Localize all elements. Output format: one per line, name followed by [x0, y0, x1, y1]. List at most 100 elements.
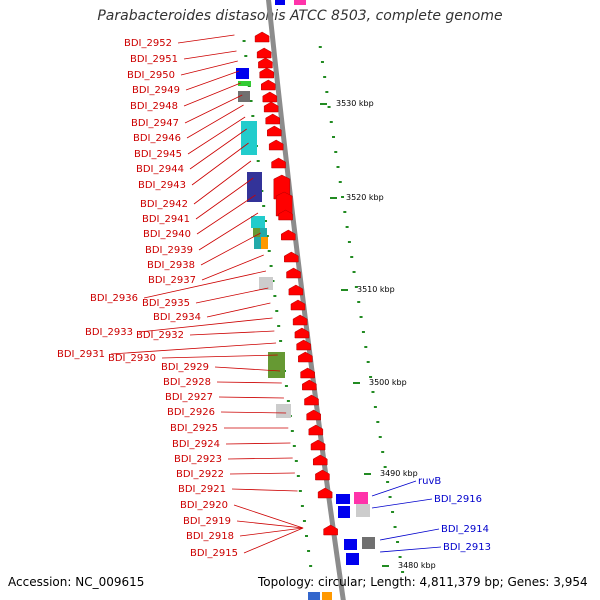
gene-label[interactable]: BDI_2930 — [108, 353, 156, 364]
leader-line — [185, 70, 240, 91]
gene-arrow — [292, 314, 308, 326]
gene-arrow — [296, 339, 311, 351]
dna-tick — [369, 376, 373, 378]
dna-tick — [393, 526, 397, 528]
gene-label[interactable]: BDI_2916 — [434, 494, 482, 505]
gene-label[interactable]: BDI_2951 — [130, 54, 178, 65]
gene-label[interactable]: BDI_2923 — [174, 454, 222, 465]
dna-tick — [269, 265, 273, 267]
label-leaders — [110, 34, 442, 554]
gene-arrow — [310, 439, 326, 451]
gene-label[interactable]: BDI_2942 — [140, 199, 188, 210]
gene-label[interactable]: ruvB — [418, 476, 441, 487]
gene-label[interactable]: BDI_2920 — [180, 500, 228, 511]
leader-line — [193, 160, 252, 205]
gene-label[interactable]: BDI_2927 — [165, 392, 213, 403]
gene-label[interactable]: BDI_2932 — [136, 330, 184, 341]
ruler-label: 3490 kbp — [380, 469, 418, 478]
gene-label[interactable]: BDI_2941 — [142, 214, 190, 225]
topology-text: Topology: circular; Length: 4,811,379 bp… — [258, 575, 588, 589]
leader-line — [214, 366, 281, 372]
gene-label[interactable]: BDI_2929 — [161, 362, 209, 373]
dna-tick — [277, 325, 281, 327]
gene-label[interactable]: BDI_2950 — [127, 70, 175, 81]
gene-label[interactable]: BDI_2919 — [183, 516, 231, 527]
leader-line — [239, 527, 304, 537]
gene-arrow — [262, 91, 278, 103]
leader-line — [161, 354, 278, 359]
ruler-label: 3480 kbp — [398, 561, 436, 570]
genome-title: Parabacteroides distasonis ATCC 8503, co… — [97, 8, 503, 24]
leader-line — [138, 317, 273, 333]
dna-tick — [249, 100, 253, 102]
dna-tick — [296, 475, 300, 477]
gene-label[interactable]: BDI_2933 — [85, 327, 133, 338]
gene-label[interactable]: BDI_2952 — [124, 38, 172, 49]
gene-label[interactable]: BDI_2946 — [133, 133, 181, 144]
gene-label[interactable]: BDI_2913 — [443, 542, 491, 553]
leader-line — [196, 194, 256, 235]
dna-tick — [347, 241, 351, 243]
gene-arrow — [312, 454, 328, 466]
leader-line — [227, 457, 293, 460]
cog-box — [261, 237, 268, 249]
gene-label[interactable]: BDI_2934 — [153, 312, 201, 323]
gene-label[interactable]: BDI_2924 — [172, 439, 220, 450]
gene-label[interactable]: BDI_2937 — [148, 275, 196, 286]
gene-label[interactable]: BDI_2925 — [170, 423, 218, 434]
dna-tick — [371, 391, 375, 393]
leader-line — [243, 527, 304, 554]
gene-label[interactable]: BDI_2935 — [142, 298, 190, 309]
gene-label[interactable]: BDI_2931 — [57, 349, 105, 360]
dna-tick — [275, 310, 279, 312]
gene-label[interactable]: BDI_2918 — [186, 531, 234, 542]
gene-label[interactable]: BDI_2947 — [131, 118, 179, 129]
cog-box — [276, 404, 291, 418]
gene-arrow — [300, 367, 315, 379]
cog-box — [236, 68, 249, 79]
gene-label[interactable]: BDI_2921 — [178, 484, 226, 495]
dna-tick — [341, 196, 345, 198]
gene-label[interactable]: BDI_2945 — [134, 149, 182, 160]
gene-label[interactable]: BDI_2944 — [136, 164, 184, 175]
gene-label[interactable]: BDI_2922 — [176, 469, 224, 480]
cog-box — [322, 592, 332, 600]
cog-box — [238, 91, 250, 102]
gene-label[interactable]: BDI_2938 — [147, 260, 195, 271]
cog-box — [344, 539, 357, 550]
leader-line — [186, 104, 244, 139]
gene-arrow — [261, 79, 276, 91]
gene-label[interactable]: BDI_2939 — [145, 245, 193, 256]
leader-line — [191, 142, 249, 186]
leader-line — [206, 302, 271, 318]
gene-label[interactable]: BDI_2940 — [143, 229, 191, 240]
dna-tick — [381, 451, 385, 453]
cog-box — [336, 494, 350, 504]
gene-arrow — [265, 113, 280, 125]
gene-label[interactable]: BDI_2949 — [132, 85, 180, 96]
gene-labels: BDI_2952 BDI_2951 BDI_2950 BDI_2949 BDI_2948… — [57, 38, 491, 559]
gene-arrow — [281, 229, 296, 241]
gene-label[interactable]: BDI_2948 — [130, 101, 178, 112]
dna-tick — [343, 211, 347, 213]
gene-arrow — [286, 267, 301, 279]
leader-line — [180, 60, 238, 76]
gene-label[interactable]: BDI_2914 — [441, 524, 489, 535]
dna-tick — [267, 250, 271, 252]
gene-arrow — [284, 251, 299, 263]
gene-label[interactable]: BDI_2936 — [90, 293, 138, 304]
gene-label[interactable]: BDI_2926 — [167, 407, 215, 418]
gene-arrow — [302, 379, 317, 391]
leader-line — [371, 498, 433, 509]
dna-tick — [373, 406, 377, 408]
cog-box — [356, 504, 370, 517]
cog-box — [247, 172, 262, 202]
gene-label[interactable]: BDI_2943 — [138, 180, 186, 191]
gene-label[interactable]: BDI_2928 — [163, 377, 211, 388]
ruler-tick — [341, 289, 348, 291]
ruler-tick — [330, 197, 337, 199]
dna-tick — [262, 205, 266, 207]
gene-label[interactable]: BDI_2915 — [190, 548, 238, 559]
ruler-tick — [353, 382, 360, 384]
ruler-tick — [364, 473, 371, 475]
